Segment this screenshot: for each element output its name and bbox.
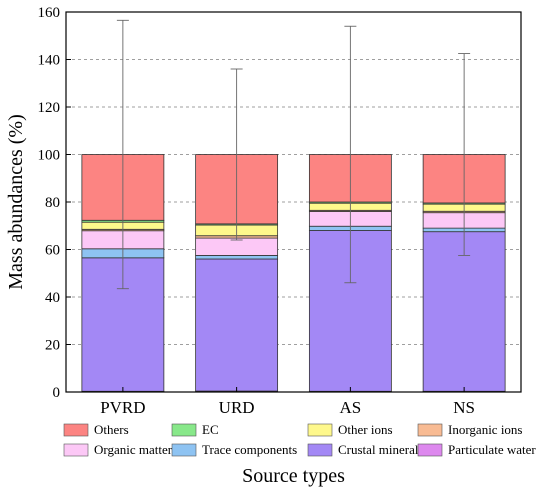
legend-label: Crustal minerals [338, 442, 424, 457]
bars [81, 154, 506, 393]
legend-label: Other ions [338, 422, 393, 437]
bar-segment-crustal-minerals [195, 258, 279, 392]
y-tick-label: 100 [38, 148, 61, 164]
legend-swatch [171, 443, 197, 457]
legend: Others EC Other ions Inorganic ions Organic … [63, 422, 536, 457]
y-tick-label: 40 [45, 290, 60, 306]
legend-label: EC [202, 422, 219, 437]
x-axis-title: Source types [242, 465, 345, 487]
legend-item: Crustal minerals [307, 442, 424, 457]
legend-label: Trace components [202, 442, 297, 457]
legend-swatch [417, 423, 443, 437]
x-tick-label: AS [340, 398, 362, 417]
legend-item: Inorganic ions [417, 422, 523, 437]
legend-swatch [417, 443, 443, 457]
bar-segment-crustal-minerals [422, 231, 506, 392]
y-tick-label: 140 [38, 53, 61, 69]
legend-item: Trace components [171, 442, 297, 457]
y-tick-label: 0 [53, 385, 61, 401]
legend-item: Particulate water [417, 442, 536, 457]
y-axis-ticks: 0 20 40 60 80 100 120 140 160 [38, 5, 71, 401]
y-tick-label: 120 [38, 100, 61, 116]
legend-item: Other ions [307, 422, 393, 437]
legend-item: EC [171, 422, 219, 437]
error-bars [116, 19, 471, 290]
bar-segment-trace-components [195, 255, 279, 260]
legend-item: Others [63, 422, 129, 437]
legend-item: Organic matter [63, 442, 173, 457]
x-tick-label: URD [219, 398, 255, 417]
legend-label: Organic matter [94, 442, 173, 457]
y-tick-label: 60 [45, 243, 60, 259]
x-tick-label: NS [453, 398, 475, 417]
y-tick-label: 160 [38, 5, 61, 21]
legend-label: Particulate water [448, 442, 536, 457]
legend-swatch [63, 423, 89, 437]
y-axis-title: Mass abundances (%) [5, 114, 27, 290]
bar-segment-organic-matter [195, 237, 279, 256]
legend-swatch [171, 423, 197, 437]
x-axis-labels: PVRD URD AS NS [100, 387, 475, 417]
y-tick-label: 20 [45, 338, 60, 354]
legend-swatch [63, 443, 89, 457]
legend-swatch [307, 443, 333, 457]
x-tick-label: PVRD [100, 398, 145, 417]
legend-label: Others [94, 422, 129, 437]
legend-swatch [307, 423, 333, 437]
legend-label: Inorganic ions [448, 422, 523, 437]
y-tick-label: 80 [45, 195, 60, 211]
